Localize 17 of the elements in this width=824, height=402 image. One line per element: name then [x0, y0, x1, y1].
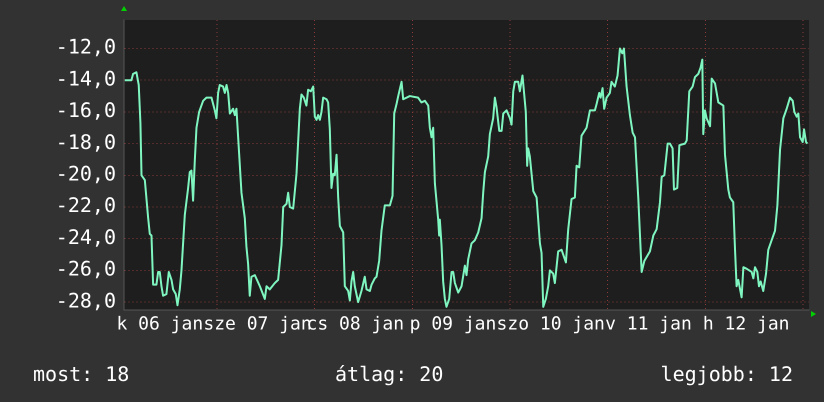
y-tick-label: -16,0 [56, 98, 116, 122]
y-tick-label: -22,0 [56, 193, 116, 218]
y-tick-label: -26,0 [56, 256, 116, 281]
x-tick-label: v 11 jan [605, 313, 692, 334]
text: átlag: 20 [335, 362, 444, 386]
x-tick-label: h 12 jan [702, 313, 790, 334]
y-tick-label: -24,0 [56, 224, 116, 249]
text: most: 18 [33, 362, 130, 386]
x-tick-label: p 09 jan [410, 313, 496, 334]
y-tick-label: -18,0 [56, 130, 116, 154]
text: legjobb: 12 [660, 362, 793, 386]
y-tick-label: -20,0 [56, 162, 116, 186]
y-tick-label: -14,0 [56, 66, 116, 90]
y-tick-label: -12,0 [56, 34, 116, 59]
x-tick-label: szo 10 jan [496, 313, 605, 334]
x-tick-label: k 06 jan [116, 313, 204, 334]
y-tick-label: -28,0 [56, 288, 116, 312]
